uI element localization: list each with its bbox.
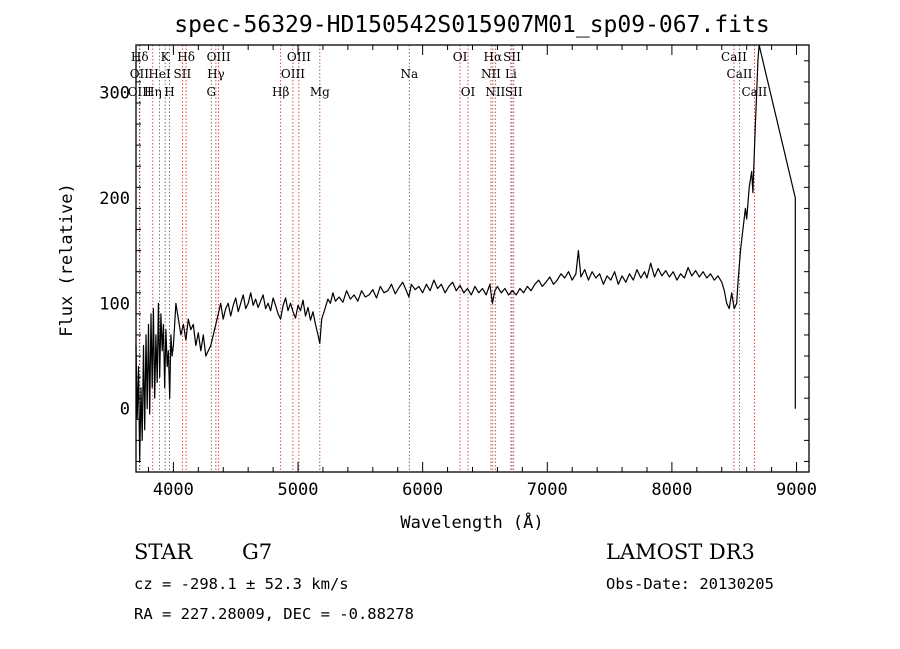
spectral-line-label: OII: [130, 67, 150, 81]
x-tick-label: 8000: [651, 480, 692, 500]
y-axis-label: Flux (relative): [57, 183, 77, 337]
x-tick-label: 5000: [278, 480, 319, 500]
y-tick-label: 300: [99, 83, 130, 103]
spectral-line-label: Hβ: [272, 85, 289, 99]
spectral-line-label: CaII: [721, 50, 747, 64]
x-tick-label: 6000: [402, 480, 443, 500]
spectral-line-labels: Hδ OII OIII K HeI Hη H Hδ SII OIII Hγ G Hβ OIII OIII Mg…: [128, 50, 768, 99]
coordinates-readout: RA = 227.28009, DEC = -0.88278: [134, 605, 414, 623]
y-tick-label: 100: [99, 294, 130, 314]
object-subclass: G7: [242, 540, 272, 564]
x-tick-label: 4000: [153, 480, 194, 500]
x-tick-label: 9000: [776, 480, 817, 500]
y-tick-label: 200: [99, 189, 130, 209]
spectral-line-label: Hδ: [131, 50, 149, 64]
obs-date-readout: Obs-Date: 20130205: [606, 575, 774, 593]
spectral-line-label: Mg: [310, 85, 330, 99]
redshift-readout: cz = -298.1 ± 52.3 km/s: [134, 575, 349, 593]
spectral-line-label: OIII: [207, 50, 231, 64]
survey-name: LAMOST DR3: [606, 540, 755, 564]
spectral-line-label: Hδ: [177, 50, 195, 64]
spectral-line-label: NII: [485, 85, 505, 99]
x-tick-label: 7000: [527, 480, 568, 500]
x-axis-ticks: 4000 5000 6000 7000 8000 9000: [147, 45, 817, 500]
object-class: STAR: [134, 540, 193, 564]
spectral-line-label: K: [161, 50, 171, 64]
spectral-line-label: Li: [505, 67, 517, 81]
spectral-line-label: Hα: [484, 50, 503, 64]
spectral-line-label: OI: [461, 85, 476, 99]
spectrum-series-line: [135, 44, 796, 463]
spectral-line-label: NII: [481, 67, 501, 81]
spectral-line-label: SII: [174, 67, 192, 81]
chart-title: spec-56329-HD150542S015907M01_sp09-067.f…: [174, 12, 769, 38]
spectral-line-label: SII: [505, 85, 523, 99]
y-tick-label: 0: [120, 400, 130, 420]
spectral-line-label: H: [164, 85, 174, 99]
spectral-line-label: OI: [453, 50, 468, 64]
spectral-line-label: OIII: [281, 67, 305, 81]
spectral-line-label: CaII: [727, 67, 753, 81]
spectral-line-label: CaII: [741, 85, 767, 99]
spectral-line-label: HeI: [148, 67, 171, 81]
spectral-line-label: OIII: [128, 85, 152, 99]
spectral-line-label: Hη: [144, 85, 162, 99]
spectral-line-label: OIII: [287, 50, 311, 64]
plot-frame: [135, 44, 810, 473]
spectral-line-label: Hγ: [207, 67, 225, 81]
x-axis-label: Wavelength (Å): [400, 511, 543, 533]
spectral-line-label: Na: [400, 67, 418, 81]
spectral-line-label: SII: [503, 50, 521, 64]
y-axis-ticks: 0 100 200 300: [99, 60, 809, 462]
spectral-line-markers: [138, 45, 755, 472]
spectral-line-label: G: [206, 85, 216, 99]
